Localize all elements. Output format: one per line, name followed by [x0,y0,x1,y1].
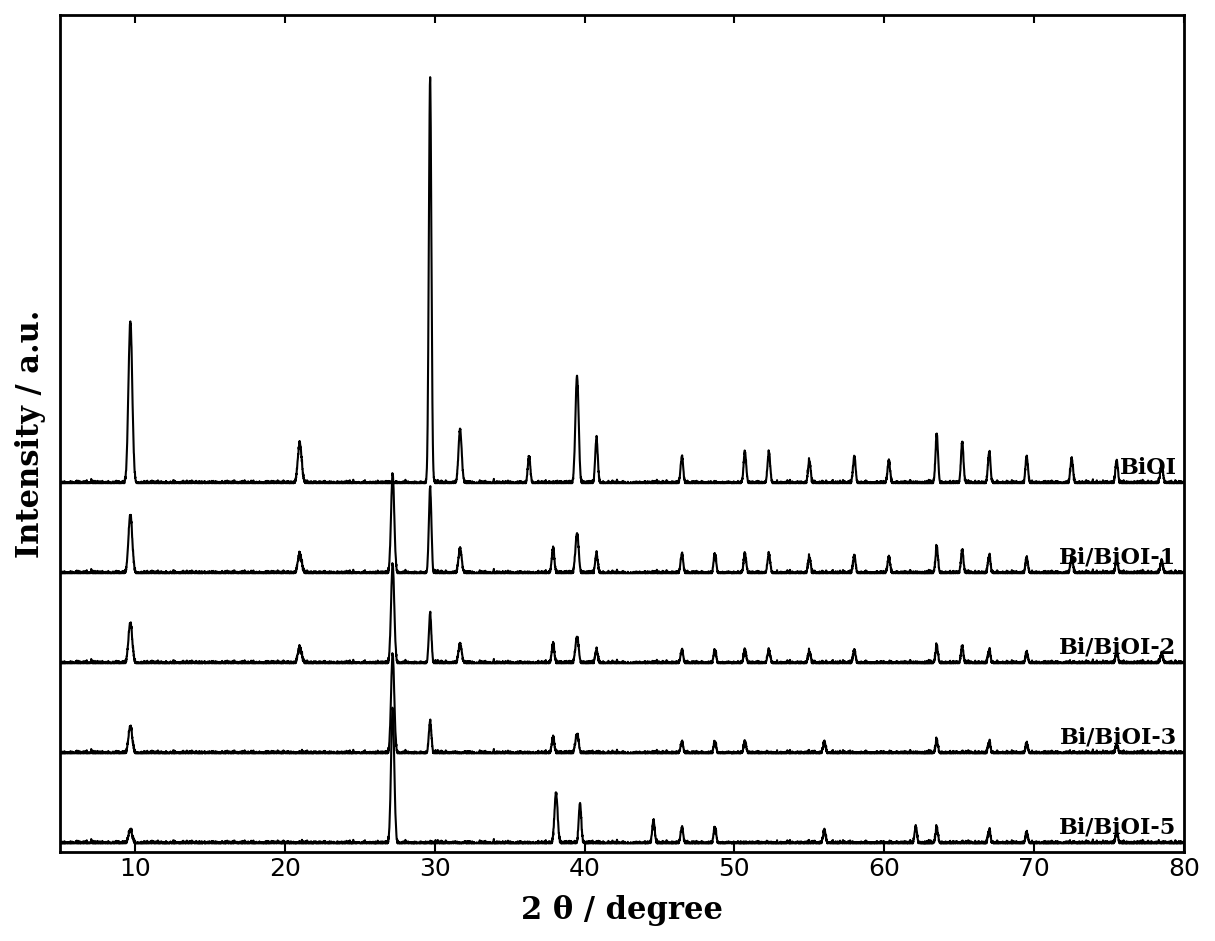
Text: Bi/BiOI-2: Bi/BiOI-2 [1059,637,1176,659]
X-axis label: 2 θ / degree: 2 θ / degree [521,895,723,926]
Y-axis label: Intensity / a.u.: Intensity / a.u. [15,310,46,558]
Text: Bi/BiOI-5: Bi/BiOI-5 [1059,817,1176,838]
Text: Bi/BiOI-3: Bi/BiOI-3 [1059,726,1176,749]
Text: BiOI: BiOI [1119,456,1176,479]
Text: Bi/BiOI-1: Bi/BiOI-1 [1059,547,1176,568]
